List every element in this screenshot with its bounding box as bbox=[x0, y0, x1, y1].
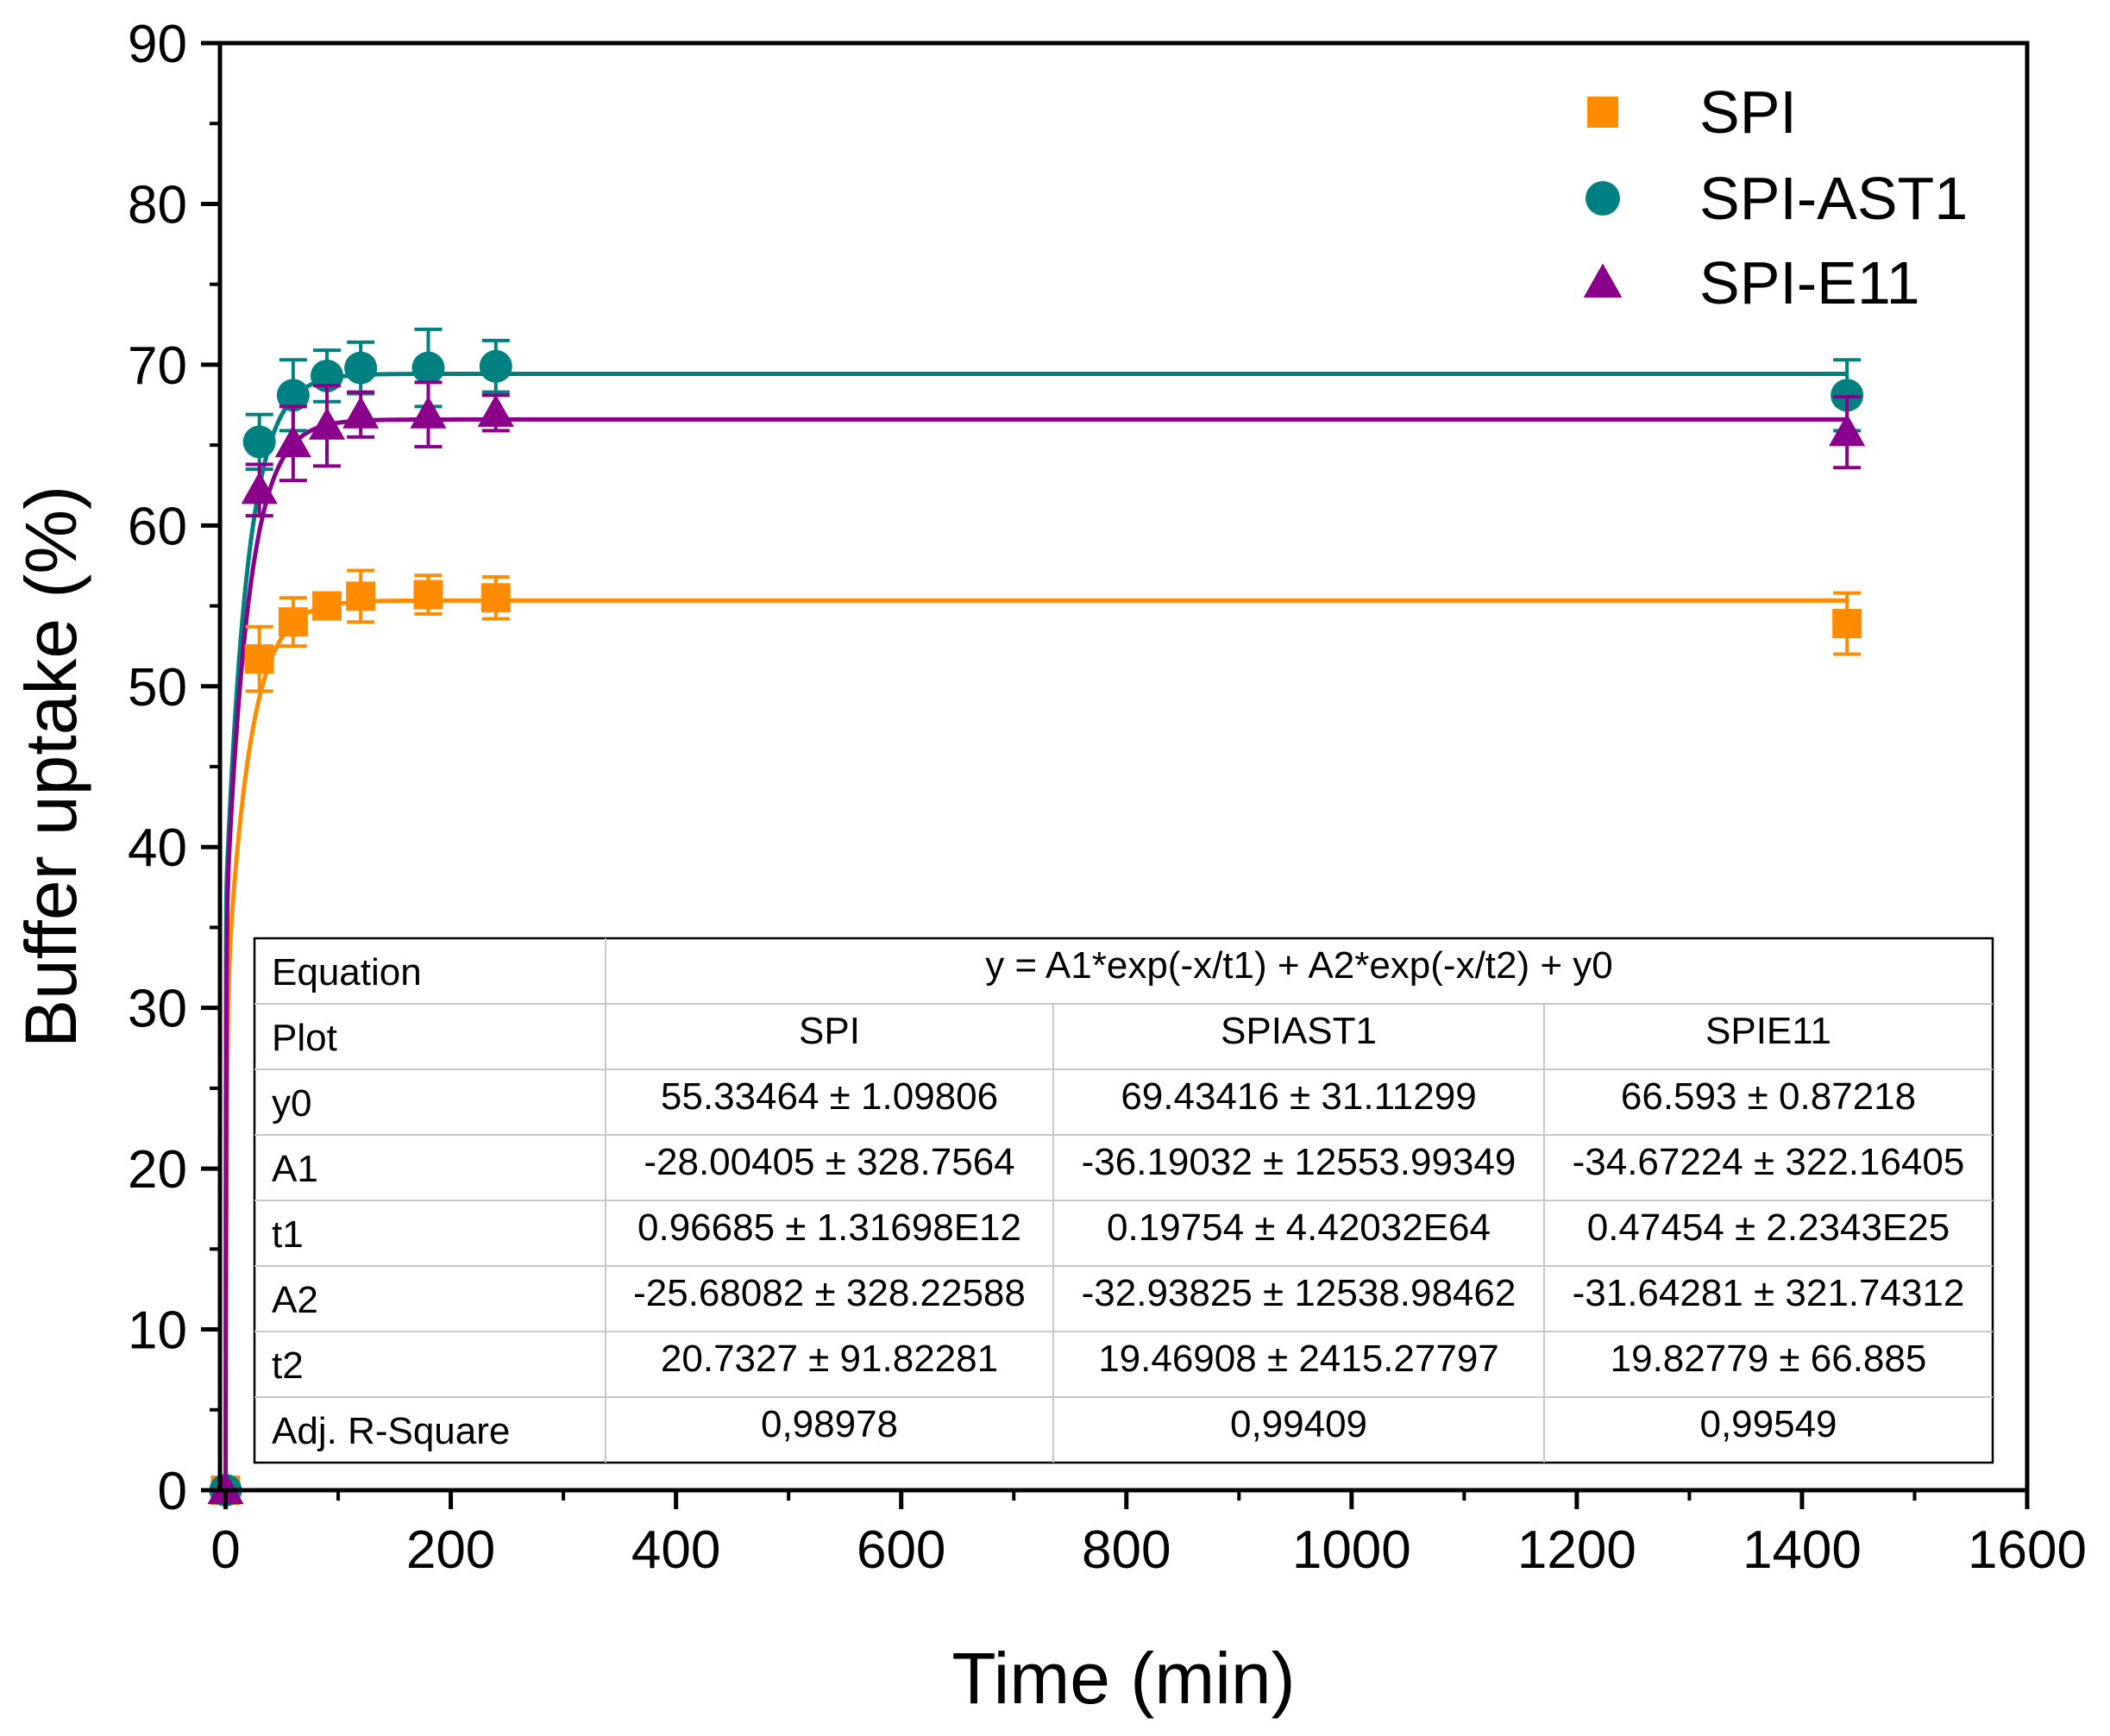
table-cell: 19.82779 ± 66.885 bbox=[1611, 1338, 1927, 1380]
legend-item-spi-e11: SPI-E11 bbox=[1583, 249, 1920, 316]
data-point bbox=[413, 580, 443, 610]
y-tick-label: 90 bbox=[128, 15, 187, 74]
data-point bbox=[346, 581, 376, 611]
table-cell: -34.67224 ± 322.16405 bbox=[1573, 1141, 1965, 1183]
table-cell: 0.96685 ± 1.31698E12 bbox=[637, 1206, 1021, 1249]
legend-item-spi: SPI bbox=[1587, 78, 1797, 146]
table-cell: 0,98978 bbox=[761, 1403, 898, 1445]
table-cell: 0,99409 bbox=[1230, 1403, 1367, 1445]
table-cell: SPIAST1 bbox=[1221, 1010, 1377, 1052]
table-equation: y = A1*exp(-x/t1) + A2*exp(-x/t2) + y0 bbox=[985, 944, 1613, 987]
y-tick-label: 40 bbox=[128, 818, 187, 878]
y-tick-label: 10 bbox=[128, 1301, 187, 1361]
x-axis-title: Time (min) bbox=[951, 1638, 1295, 1719]
x-tick-label: 200 bbox=[406, 1520, 495, 1580]
x-tick-label: 1600 bbox=[1968, 1520, 2087, 1580]
data-point bbox=[274, 424, 311, 458]
fit-curve-spi bbox=[223, 598, 1848, 1464]
table-cell: 66.593 ± 0.87218 bbox=[1621, 1075, 1916, 1118]
data-point bbox=[480, 583, 511, 613]
table-cell: -32.93825 ± 12538.98462 bbox=[1082, 1272, 1517, 1314]
legend-label: SPI-AST1 bbox=[1699, 165, 1968, 232]
data-point bbox=[342, 396, 380, 429]
y-tick-label: 50 bbox=[128, 658, 187, 718]
data-point bbox=[479, 349, 512, 383]
y-axis-title: Buffer uptake (%) bbox=[10, 486, 91, 1048]
axes: 0 10 20 30 40 50 60 70 80 90 0 200 400 600 800 1000 1200… bbox=[10, 15, 2087, 1719]
table-cell: SPI bbox=[799, 1010, 860, 1052]
x-tick-label: 1400 bbox=[1743, 1520, 1862, 1580]
x-tick-label: 1000 bbox=[1292, 1520, 1411, 1580]
y-tick-label: 30 bbox=[128, 980, 187, 1039]
table-label-equation: Equation bbox=[272, 951, 422, 993]
y-tick-label: 70 bbox=[128, 336, 187, 396]
data-point bbox=[312, 591, 342, 621]
table-cell: 0.19754 ± 4.42032E64 bbox=[1107, 1206, 1491, 1249]
data-point bbox=[278, 607, 308, 637]
x-tick-label: 600 bbox=[857, 1520, 945, 1580]
table-cell: -31.64281 ± 321.74312 bbox=[1573, 1272, 1965, 1314]
data-point bbox=[410, 396, 447, 429]
y-tick-label: 80 bbox=[128, 175, 187, 235]
data-point bbox=[477, 394, 514, 427]
data-point bbox=[242, 425, 276, 459]
y-tick-label: 0 bbox=[158, 1462, 187, 1521]
data-point bbox=[241, 471, 278, 505]
legend: SPI SPI-AST1 SPI-E11 bbox=[1583, 78, 1968, 316]
legend-label: SPI-E11 bbox=[1699, 249, 1920, 316]
x-tick-label: 0 bbox=[210, 1520, 240, 1580]
fit-parameter-table: Equation y = A1*exp(-x/t1) + A2*exp(-x/t2… bbox=[253, 937, 1994, 1464]
series-spi-e11 bbox=[207, 380, 1866, 1505]
legend-marker bbox=[1587, 97, 1618, 128]
table-row-label: A1 bbox=[272, 1148, 318, 1190]
table-row-label: Adj. R-Square bbox=[272, 1410, 510, 1452]
data-points bbox=[207, 327, 1866, 1507]
legend-marker bbox=[1583, 263, 1623, 298]
table-cell: 55.33464 ± 1.09806 bbox=[661, 1075, 998, 1118]
data-point bbox=[308, 407, 346, 440]
data-point bbox=[276, 379, 310, 412]
data-point bbox=[344, 351, 378, 385]
table-cell: -25.68082 ± 328.22588 bbox=[633, 1272, 1026, 1314]
y-tick-label: 20 bbox=[128, 1140, 187, 1200]
table-cell: -28.00405 ± 328.7564 bbox=[644, 1141, 1014, 1183]
table-cell: 0.47454 ± 2.2343E25 bbox=[1587, 1206, 1950, 1249]
data-point bbox=[207, 1471, 244, 1505]
table-row-label: t1 bbox=[272, 1213, 304, 1256]
table-cell: SPIE11 bbox=[1705, 1010, 1831, 1052]
data-point bbox=[411, 351, 445, 385]
y-tick-label: 60 bbox=[128, 497, 187, 556]
x-tick-label: 800 bbox=[1082, 1520, 1171, 1580]
legend-item-spi-ast1: SPI-AST1 bbox=[1586, 165, 1968, 232]
table-cell: 19.46908 ± 2415.27797 bbox=[1098, 1338, 1499, 1380]
fit-curve-spi-e11 bbox=[223, 417, 1848, 1486]
table-row-label: y0 bbox=[272, 1082, 311, 1125]
table-cell: -36.19032 ± 12553.99349 bbox=[1082, 1141, 1517, 1183]
data-point bbox=[1829, 413, 1866, 447]
legend-label: SPI bbox=[1699, 78, 1797, 146]
x-tick-label: 1200 bbox=[1517, 1520, 1636, 1580]
data-point bbox=[1832, 609, 1862, 639]
data-point bbox=[244, 644, 274, 674]
x-tick-label: 400 bbox=[631, 1520, 720, 1580]
table-cell: 0,99549 bbox=[1699, 1403, 1837, 1445]
table-cell: 69.43416 ± 31.11299 bbox=[1121, 1075, 1476, 1118]
table-row-label: Plot bbox=[272, 1017, 337, 1059]
legend-marker bbox=[1586, 181, 1620, 216]
table-row-label: A2 bbox=[272, 1279, 318, 1321]
table-row-label: t2 bbox=[272, 1344, 304, 1387]
table-cell: 20.7327 ± 91.82281 bbox=[661, 1338, 998, 1380]
